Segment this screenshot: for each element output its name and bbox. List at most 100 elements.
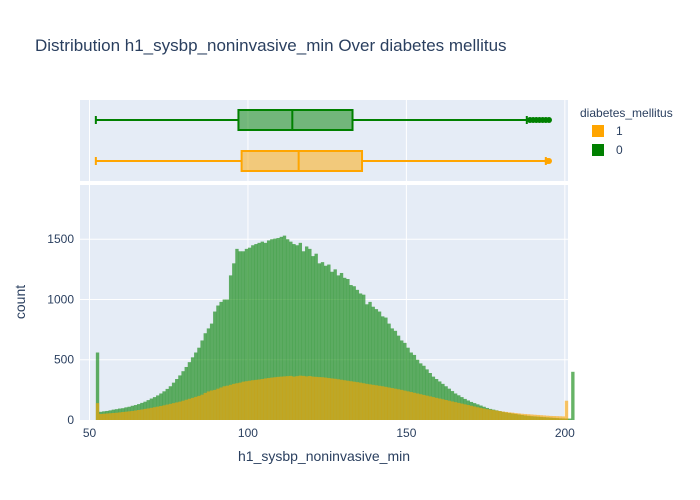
x-tick-label: 50: [83, 426, 97, 440]
histogram-bar: [304, 376, 309, 420]
histogram-bar: [140, 409, 144, 420]
x-tick-label: 100: [238, 426, 258, 440]
histogram-bar: [355, 289, 360, 420]
histogram-bar: [282, 235, 287, 420]
histogram-bar: [203, 333, 207, 420]
histogram-bar: [428, 396, 432, 420]
histogram-bar: [390, 328, 394, 420]
histogram-bar: [257, 379, 261, 420]
histogram-bar: [400, 340, 404, 420]
histogram-bar: [194, 352, 198, 420]
histogram-bar: [333, 378, 337, 420]
histogram-bar: [175, 379, 179, 420]
y-axis-label: count: [12, 285, 28, 319]
histogram-bar: [301, 251, 306, 420]
histogram-bar: [273, 238, 277, 420]
histogram-bar: [539, 415, 543, 420]
legend-title: diabetes_mellitus: [580, 106, 673, 120]
histogram-bar: [235, 383, 239, 420]
histogram-bar: [95, 352, 100, 420]
histogram-bar: [460, 403, 464, 420]
histogram-bar: [232, 263, 236, 420]
histogram-bar: [419, 394, 423, 420]
histogram-bar: [403, 390, 407, 420]
histogram-bar: [387, 387, 391, 420]
histogram-bar: [178, 401, 182, 420]
histogram-bar: [200, 340, 204, 420]
histogram-bar: [298, 242, 303, 420]
histogram-bar: [466, 405, 470, 420]
histogram-bar: [352, 286, 356, 420]
histogram-bar: [469, 405, 474, 420]
histogram-bar: [181, 400, 185, 420]
histogram-bar: [184, 366, 188, 420]
histogram-bar: [450, 401, 455, 420]
histogram-bar: [228, 275, 233, 420]
histogram-bar: [396, 389, 401, 420]
histogram-bar: [536, 414, 540, 420]
histogram-bar: [324, 377, 328, 420]
box-outlier: [545, 117, 552, 123]
histogram-bar: [206, 328, 211, 420]
histogram-bar: [124, 411, 128, 420]
histogram-bar: [203, 392, 207, 420]
histogram-bar: [118, 412, 122, 420]
histogram-bar: [181, 371, 185, 420]
histogram-bar: [235, 248, 239, 420]
histogram-bar: [393, 330, 398, 420]
histogram-bar: [292, 376, 296, 420]
histogram-bar: [156, 406, 160, 420]
histogram-bar: [102, 413, 106, 420]
histogram-bar: [289, 375, 293, 420]
histogram-bar: [311, 256, 315, 420]
histogram-bar: [266, 240, 271, 420]
histogram-bar: [266, 378, 271, 420]
histogram-bar: [276, 376, 280, 420]
histogram-bar: [127, 411, 131, 420]
histogram-bar: [387, 323, 391, 420]
histogram-bar: [225, 299, 230, 420]
histogram-bar: [529, 414, 534, 420]
y-axis-tick-labels: 0 500 1000 1500: [47, 232, 74, 427]
histogram-bar: [384, 317, 388, 420]
histogram-bar: [409, 352, 413, 420]
histogram-bar: [184, 399, 188, 420]
histogram-bar: [324, 265, 328, 420]
histogram-bar: [171, 382, 176, 420]
chart-title: Distribution h1_sysbp_noninvasive_min Ov…: [35, 36, 507, 55]
legend-swatch-1: [592, 125, 604, 137]
histogram-bar: [393, 388, 398, 420]
histogram-bar: [308, 376, 312, 420]
histogram-bar: [564, 400, 569, 420]
histogram-bar: [447, 400, 451, 420]
histogram-bar: [352, 381, 356, 420]
histogram-bar: [206, 391, 211, 420]
histogram-bar: [133, 410, 138, 420]
histogram-bar: [349, 381, 353, 420]
histogram-bar: [358, 293, 363, 420]
histogram-bar: [111, 413, 116, 420]
histogram-bar: [270, 239, 274, 420]
histogram-bar: [412, 392, 417, 420]
histogram-bars: [95, 235, 575, 420]
histogram-bar: [365, 383, 369, 420]
histogram-bar: [263, 378, 268, 420]
histogram-bar: [552, 416, 556, 420]
histogram-bar: [558, 416, 562, 420]
histogram-bar: [400, 389, 404, 420]
histogram-bar: [425, 369, 429, 420]
histogram-bar: [472, 406, 477, 420]
histogram-bar: [200, 394, 204, 420]
histogram-bar: [425, 395, 429, 420]
histogram-bar: [488, 409, 493, 420]
histogram-bar: [510, 412, 515, 420]
histogram-bar: [263, 242, 268, 420]
histogram-bar: [514, 413, 518, 420]
histogram-bar: [168, 403, 173, 420]
histogram-bar: [441, 399, 445, 420]
histogram-bar: [381, 386, 385, 420]
histogram-bar: [438, 398, 442, 420]
histogram-bar: [485, 409, 489, 420]
histogram-bar: [355, 382, 360, 420]
histogram-bar: [463, 404, 467, 420]
